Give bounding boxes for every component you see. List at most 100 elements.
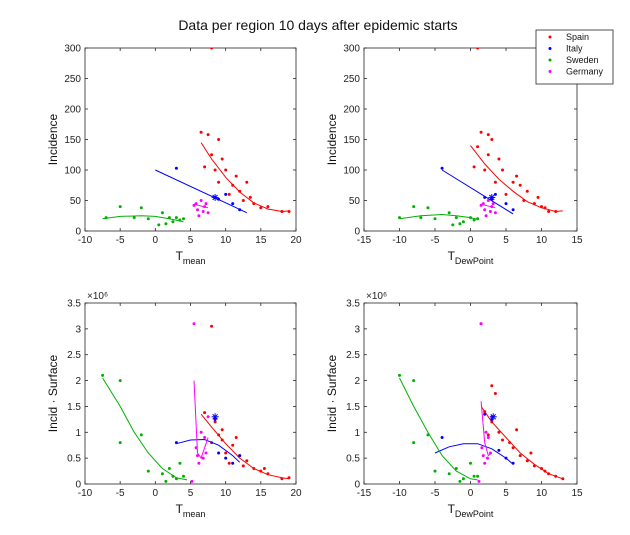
plot-frame <box>84 302 297 485</box>
y-tick-label: 3.5 <box>346 299 360 310</box>
point-sweden <box>469 461 472 465</box>
point-sweden <box>104 216 108 220</box>
point-italy <box>217 197 221 201</box>
x-tick-label: -5 <box>431 488 440 499</box>
point-sweden <box>164 479 168 483</box>
point-sweden <box>101 373 105 377</box>
point-germany <box>491 202 495 206</box>
point-germany <box>481 454 485 458</box>
point-germany <box>481 202 485 206</box>
point-germany <box>479 322 483 326</box>
data-layer <box>398 322 565 483</box>
point-spain <box>266 472 270 476</box>
x-tick-label: -10 <box>78 488 93 499</box>
x-tick-label: -15 <box>357 488 372 499</box>
point-spain <box>554 210 558 213</box>
point-spain <box>213 168 217 172</box>
point-germany <box>477 479 481 483</box>
point-sweden <box>433 217 437 221</box>
star-marker <box>488 193 496 201</box>
point-italy <box>440 436 444 439</box>
y-tick-label: 300 <box>64 44 81 55</box>
point-spain <box>210 324 214 328</box>
point-spain <box>217 433 221 437</box>
point-spain <box>224 451 228 455</box>
x-tick-label: -10 <box>392 488 407 499</box>
point-germany <box>199 199 203 202</box>
legend-box <box>535 29 614 85</box>
y-tick-label: 1.5 <box>346 402 360 413</box>
point-sweden <box>160 211 164 215</box>
data-layer <box>398 48 563 227</box>
point-sweden <box>461 477 465 481</box>
point-sweden <box>160 472 164 476</box>
fit-line-sweden <box>102 215 184 223</box>
point-germany <box>203 436 207 439</box>
point-spain <box>515 174 519 178</box>
point-spain <box>486 133 490 137</box>
x-axis-label-subscript: mean <box>183 256 206 266</box>
x-axis-label-subscript: mean <box>183 509 206 519</box>
point-sweden <box>118 205 122 209</box>
point-spain <box>501 438 504 442</box>
point-spain <box>536 195 540 199</box>
x-tick-label: -15 <box>357 235 372 246</box>
point-germany <box>486 199 490 202</box>
y-tick-label: 50 <box>70 196 82 207</box>
point-spain <box>532 202 536 206</box>
y-tick-label: 150 <box>343 135 360 146</box>
x-tick-label: 15 <box>571 488 583 499</box>
point-spain <box>287 476 291 480</box>
point-sweden <box>469 216 472 220</box>
point-italy <box>504 456 508 460</box>
point-sweden <box>132 216 136 220</box>
point-sweden <box>171 220 175 224</box>
x-axis-label-subscript: DewPoint <box>455 256 494 266</box>
point-spain <box>220 438 224 442</box>
panel-3: -15 -10 -5 0 5 10 15 0 0.5 1 1.5 2 2.5 3 3.5 ×10⁶ TDewPo… <box>325 291 583 519</box>
legend-label-italy: Italy <box>566 44 583 54</box>
point-germany <box>484 430 488 434</box>
y-tick-label: 1.5 <box>67 402 81 413</box>
panel-0: -10 -5 0 5 10 15 20050100150200250300TmeanInci… <box>46 44 302 267</box>
point-spain <box>234 436 238 439</box>
point-spain <box>203 165 207 169</box>
point-sweden <box>454 216 458 220</box>
point-spain <box>529 451 533 455</box>
point-spain <box>210 153 214 157</box>
point-spain <box>210 48 214 50</box>
point-spain <box>227 461 231 465</box>
point-sweden <box>118 379 122 383</box>
x-tick-label: 5 <box>503 235 509 246</box>
point-sweden <box>171 474 175 478</box>
x-tick-label: -10 <box>392 235 407 246</box>
point-spain <box>497 430 501 434</box>
point-spain <box>493 180 497 184</box>
point-italy <box>504 202 508 206</box>
point-spain <box>213 420 217 424</box>
fit-line-italy <box>441 169 514 215</box>
panel-2: -10 -5 0 5 10 15 20 0 0.5 1 1.5 2 2.5 3 3.5 ×10⁶ Tmean In… <box>46 291 302 519</box>
point-germany <box>204 451 208 455</box>
point-germany <box>192 203 196 207</box>
point-spain <box>486 153 490 157</box>
point-sweden <box>398 373 401 377</box>
y-tick-label: 0 <box>354 480 360 491</box>
x-tick-label: 15 <box>255 488 267 499</box>
point-spain <box>508 441 512 445</box>
point-spain <box>543 469 547 473</box>
point-spain <box>476 48 480 50</box>
x-tick-label: 10 <box>220 235 232 246</box>
point-sweden <box>426 206 430 210</box>
point-italy <box>493 192 497 196</box>
point-sweden <box>458 222 462 226</box>
point-italy <box>224 192 228 196</box>
x-axis-label: TDewPoint <box>448 502 494 519</box>
x-tick-label: -5 <box>116 235 125 246</box>
fit-line-spain <box>200 142 290 213</box>
point-sweden <box>164 222 168 226</box>
y-tick-label: 3 <box>354 324 360 335</box>
point-italy <box>217 451 221 455</box>
point-sweden <box>461 220 465 224</box>
